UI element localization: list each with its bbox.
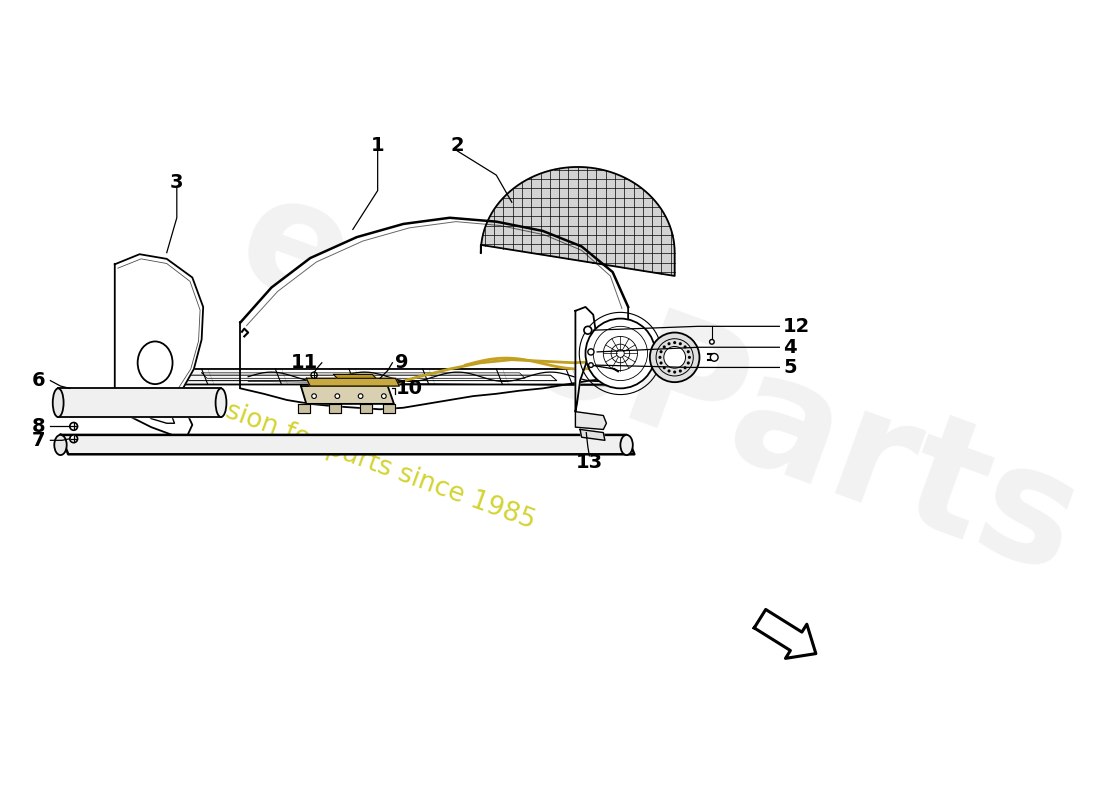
Text: 10: 10 xyxy=(396,379,422,398)
Polygon shape xyxy=(120,369,620,385)
Circle shape xyxy=(69,435,77,442)
Text: 8: 8 xyxy=(32,417,45,436)
Polygon shape xyxy=(241,218,628,410)
Circle shape xyxy=(663,346,685,368)
Circle shape xyxy=(710,339,714,344)
Ellipse shape xyxy=(216,388,227,417)
Circle shape xyxy=(585,318,656,388)
Circle shape xyxy=(686,362,690,365)
Text: euroParts: euroParts xyxy=(217,161,1098,608)
Text: 9: 9 xyxy=(396,354,409,372)
Polygon shape xyxy=(298,404,310,413)
Circle shape xyxy=(673,341,676,344)
Text: 2: 2 xyxy=(451,136,464,155)
Circle shape xyxy=(662,366,665,370)
Circle shape xyxy=(660,362,662,365)
Text: 4: 4 xyxy=(783,338,796,357)
Polygon shape xyxy=(333,374,376,378)
Circle shape xyxy=(660,350,662,354)
Polygon shape xyxy=(575,412,606,430)
Polygon shape xyxy=(329,404,341,413)
Circle shape xyxy=(584,326,592,334)
Text: 6: 6 xyxy=(32,371,45,390)
Text: 3: 3 xyxy=(170,174,184,192)
Circle shape xyxy=(662,346,665,349)
Circle shape xyxy=(679,370,682,373)
Polygon shape xyxy=(60,435,635,454)
Text: 11: 11 xyxy=(290,354,318,372)
Polygon shape xyxy=(58,388,221,417)
Text: 13: 13 xyxy=(575,453,603,471)
Polygon shape xyxy=(481,167,674,276)
Circle shape xyxy=(688,356,691,359)
Circle shape xyxy=(359,394,363,398)
Circle shape xyxy=(588,362,593,367)
Text: 12: 12 xyxy=(783,317,811,336)
Text: 1: 1 xyxy=(371,136,385,155)
Text: a passion for parts since 1985: a passion for parts since 1985 xyxy=(155,374,539,534)
Circle shape xyxy=(683,366,686,370)
Circle shape xyxy=(659,356,661,359)
Circle shape xyxy=(311,394,317,398)
Circle shape xyxy=(382,394,386,398)
Polygon shape xyxy=(755,610,816,658)
Circle shape xyxy=(673,370,676,374)
Text: 7: 7 xyxy=(32,431,45,450)
Circle shape xyxy=(683,346,686,349)
Polygon shape xyxy=(580,430,605,440)
Circle shape xyxy=(650,333,700,382)
Circle shape xyxy=(711,354,718,362)
Polygon shape xyxy=(575,307,595,412)
Circle shape xyxy=(336,394,340,398)
Ellipse shape xyxy=(620,435,632,455)
Polygon shape xyxy=(301,386,394,404)
Circle shape xyxy=(69,422,77,430)
Polygon shape xyxy=(360,404,372,413)
Polygon shape xyxy=(306,378,399,386)
Circle shape xyxy=(668,370,671,373)
Ellipse shape xyxy=(54,435,67,455)
Circle shape xyxy=(587,349,594,355)
Circle shape xyxy=(668,342,671,346)
Circle shape xyxy=(679,342,682,346)
Circle shape xyxy=(686,350,690,354)
Ellipse shape xyxy=(53,388,64,417)
Circle shape xyxy=(311,372,317,378)
Polygon shape xyxy=(114,254,204,435)
Text: 5: 5 xyxy=(783,358,796,377)
Polygon shape xyxy=(383,404,396,413)
